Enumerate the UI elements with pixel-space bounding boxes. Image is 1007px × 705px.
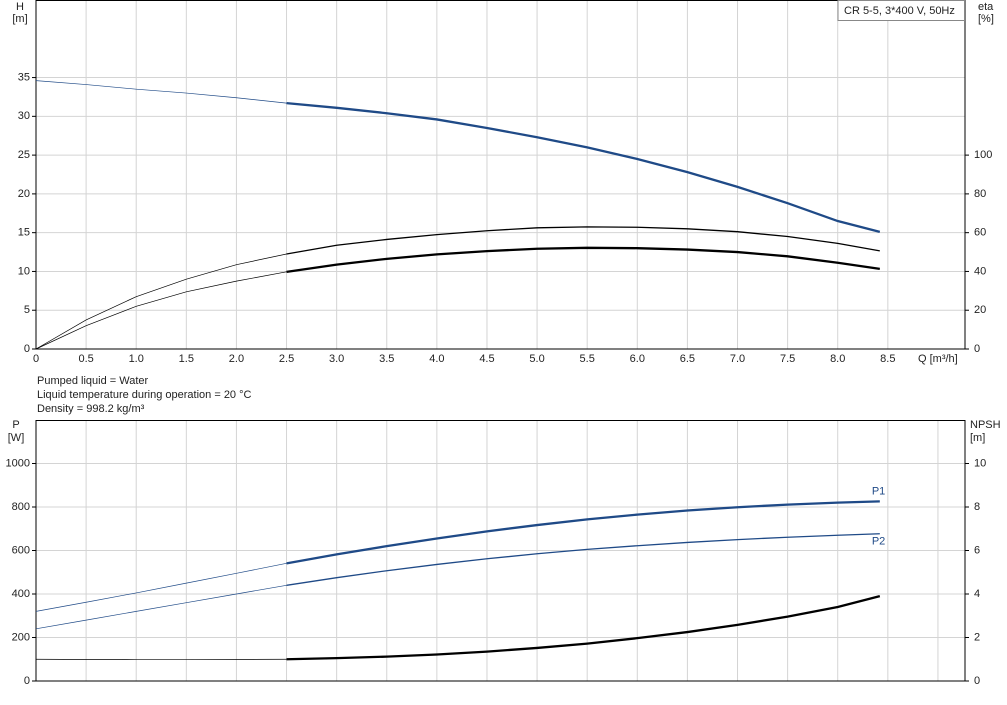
y2-axis-unit: [%] bbox=[978, 13, 994, 25]
y-tick-label: 20 bbox=[18, 188, 30, 200]
y-axis-unit: [W] bbox=[8, 432, 25, 444]
y2-tick-label: 80 bbox=[974, 188, 986, 200]
y-tick-label: 5 bbox=[24, 304, 30, 316]
y2-tick-label: 10 bbox=[974, 457, 986, 469]
y2-tick-label: 2 bbox=[974, 631, 980, 643]
y-tick-label: 15 bbox=[18, 227, 30, 239]
y2-tick-label: 60 bbox=[974, 227, 986, 239]
x-tick-label: 7.0 bbox=[730, 353, 745, 365]
y-axis-unit: [m] bbox=[12, 13, 27, 25]
curve bbox=[287, 534, 880, 586]
y2-tick-label: 4 bbox=[974, 588, 980, 600]
y2-tick-label: 8 bbox=[974, 501, 980, 513]
curve bbox=[287, 596, 880, 659]
y2-tick-label: 100 bbox=[974, 149, 992, 161]
y-axis-label: H bbox=[16, 1, 24, 13]
y-tick-label: 600 bbox=[12, 544, 30, 556]
x-tick-label: 8.0 bbox=[830, 353, 845, 365]
y2-tick-label: 40 bbox=[974, 265, 986, 277]
x-tick-label: 7.5 bbox=[780, 353, 795, 365]
x-tick-label: 6.5 bbox=[680, 353, 695, 365]
x-tick-label: 3.0 bbox=[329, 353, 344, 365]
plot-frame bbox=[36, 1, 965, 350]
curve bbox=[287, 248, 880, 272]
y-tick-label: 30 bbox=[18, 110, 30, 122]
x-tick-label: 2.5 bbox=[279, 353, 294, 365]
x-tick-label: 8.5 bbox=[880, 353, 895, 365]
y-tick-label: 0 bbox=[24, 675, 30, 687]
y2-tick-label: 6 bbox=[974, 544, 980, 556]
x-tick-label: 2.0 bbox=[229, 353, 244, 365]
y2-tick-label: 20 bbox=[974, 304, 986, 316]
curve bbox=[287, 227, 880, 254]
annotation: CR 5-5, 3*400 V, 50Hz bbox=[844, 5, 955, 17]
y-tick-label: 400 bbox=[12, 588, 30, 600]
x-tick-label: 5.0 bbox=[529, 353, 544, 365]
x-tick-label: 1.0 bbox=[129, 353, 144, 365]
x-tick-label: 0 bbox=[33, 353, 39, 365]
y-tick-label: 10 bbox=[18, 265, 30, 277]
curve bbox=[287, 501, 880, 563]
y-tick-label: 35 bbox=[18, 71, 30, 83]
x-tick-label: 1.5 bbox=[179, 353, 194, 365]
x-tick-label: 0.5 bbox=[78, 353, 93, 365]
y-axis-label: P bbox=[12, 419, 19, 431]
curve bbox=[36, 81, 287, 103]
y-tick-label: 1000 bbox=[6, 457, 30, 469]
curve bbox=[36, 585, 287, 629]
series-label: P2 bbox=[872, 536, 885, 548]
curve bbox=[287, 103, 880, 232]
x-tick-label: 6.0 bbox=[630, 353, 645, 365]
x-tick-label: 4.0 bbox=[429, 353, 444, 365]
x-tick-label: 3.5 bbox=[379, 353, 394, 365]
series-label: P1 bbox=[872, 485, 885, 497]
note: Pumped liquid = Water bbox=[37, 375, 149, 387]
y2-tick-label: 0 bbox=[974, 675, 980, 687]
note: Density = 998.2 kg/m³ bbox=[37, 403, 145, 415]
curve bbox=[36, 254, 287, 349]
x-tick-label: 5.5 bbox=[580, 353, 595, 365]
x-axis-label: Q [m³/h] bbox=[918, 353, 958, 365]
y2-axis-label: eta bbox=[978, 1, 994, 13]
y-tick-label: 800 bbox=[12, 501, 30, 513]
y2-tick-label: 0 bbox=[974, 343, 980, 355]
y-tick-label: 0 bbox=[24, 343, 30, 355]
y2-axis-unit: [m] bbox=[970, 432, 985, 444]
y-tick-label: 200 bbox=[12, 631, 30, 643]
note: Liquid temperature during operation = 20… bbox=[37, 389, 252, 401]
y2-axis-label: NPSH bbox=[970, 419, 1001, 431]
curve bbox=[36, 563, 287, 611]
x-tick-label: 4.5 bbox=[479, 353, 494, 365]
y-tick-label: 25 bbox=[18, 149, 30, 161]
